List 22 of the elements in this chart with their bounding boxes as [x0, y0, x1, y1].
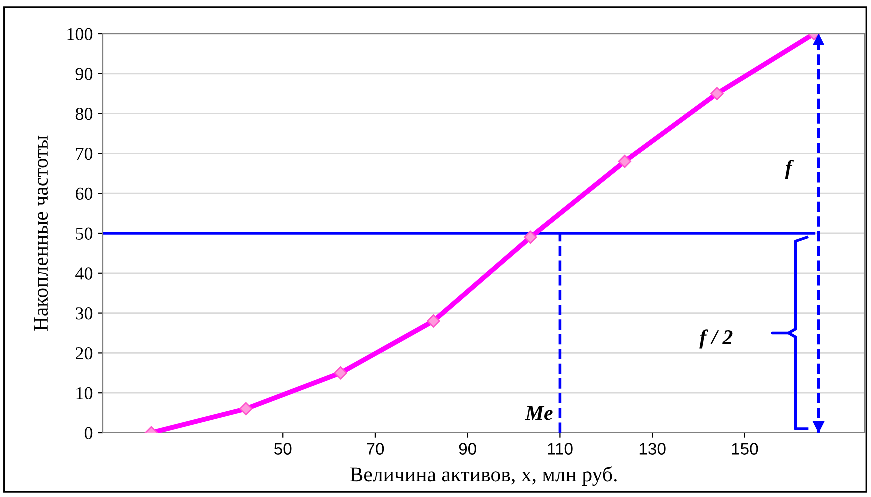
y-tick-label: 80 [76, 108, 93, 120]
y-tick-label: 90 [76, 68, 93, 80]
y-tick-label: 10 [76, 387, 93, 400]
x-tick-label: 130 [640, 443, 666, 455]
ref-line-label: Me [525, 406, 553, 420]
y-tick-label: 0 [84, 427, 93, 440]
x-tick-label: 150 [732, 443, 758, 455]
x-tick-label: 90 [459, 443, 476, 455]
y-axis-title: Накопленные частоты [34, 136, 48, 332]
ref-line-label: f [785, 160, 794, 180]
y-tick-label: 30 [76, 308, 93, 320]
y-tick-label: 60 [76, 188, 93, 200]
y-tick-label: 70 [76, 148, 93, 160]
x-tick-label: 110 [548, 443, 573, 455]
y-tick-label: 40 [76, 268, 93, 280]
x-tick-label: 70 [367, 443, 384, 455]
x-tick-label: 50 [274, 443, 292, 455]
x-axis-title: Величина активов, x, млн руб. [350, 466, 617, 486]
annotation: f / 2 [700, 330, 733, 349]
y-tick-label: 100 [68, 28, 93, 40]
y-tick-label: 50 [76, 228, 93, 240]
y-tick-label: 20 [76, 347, 93, 360]
